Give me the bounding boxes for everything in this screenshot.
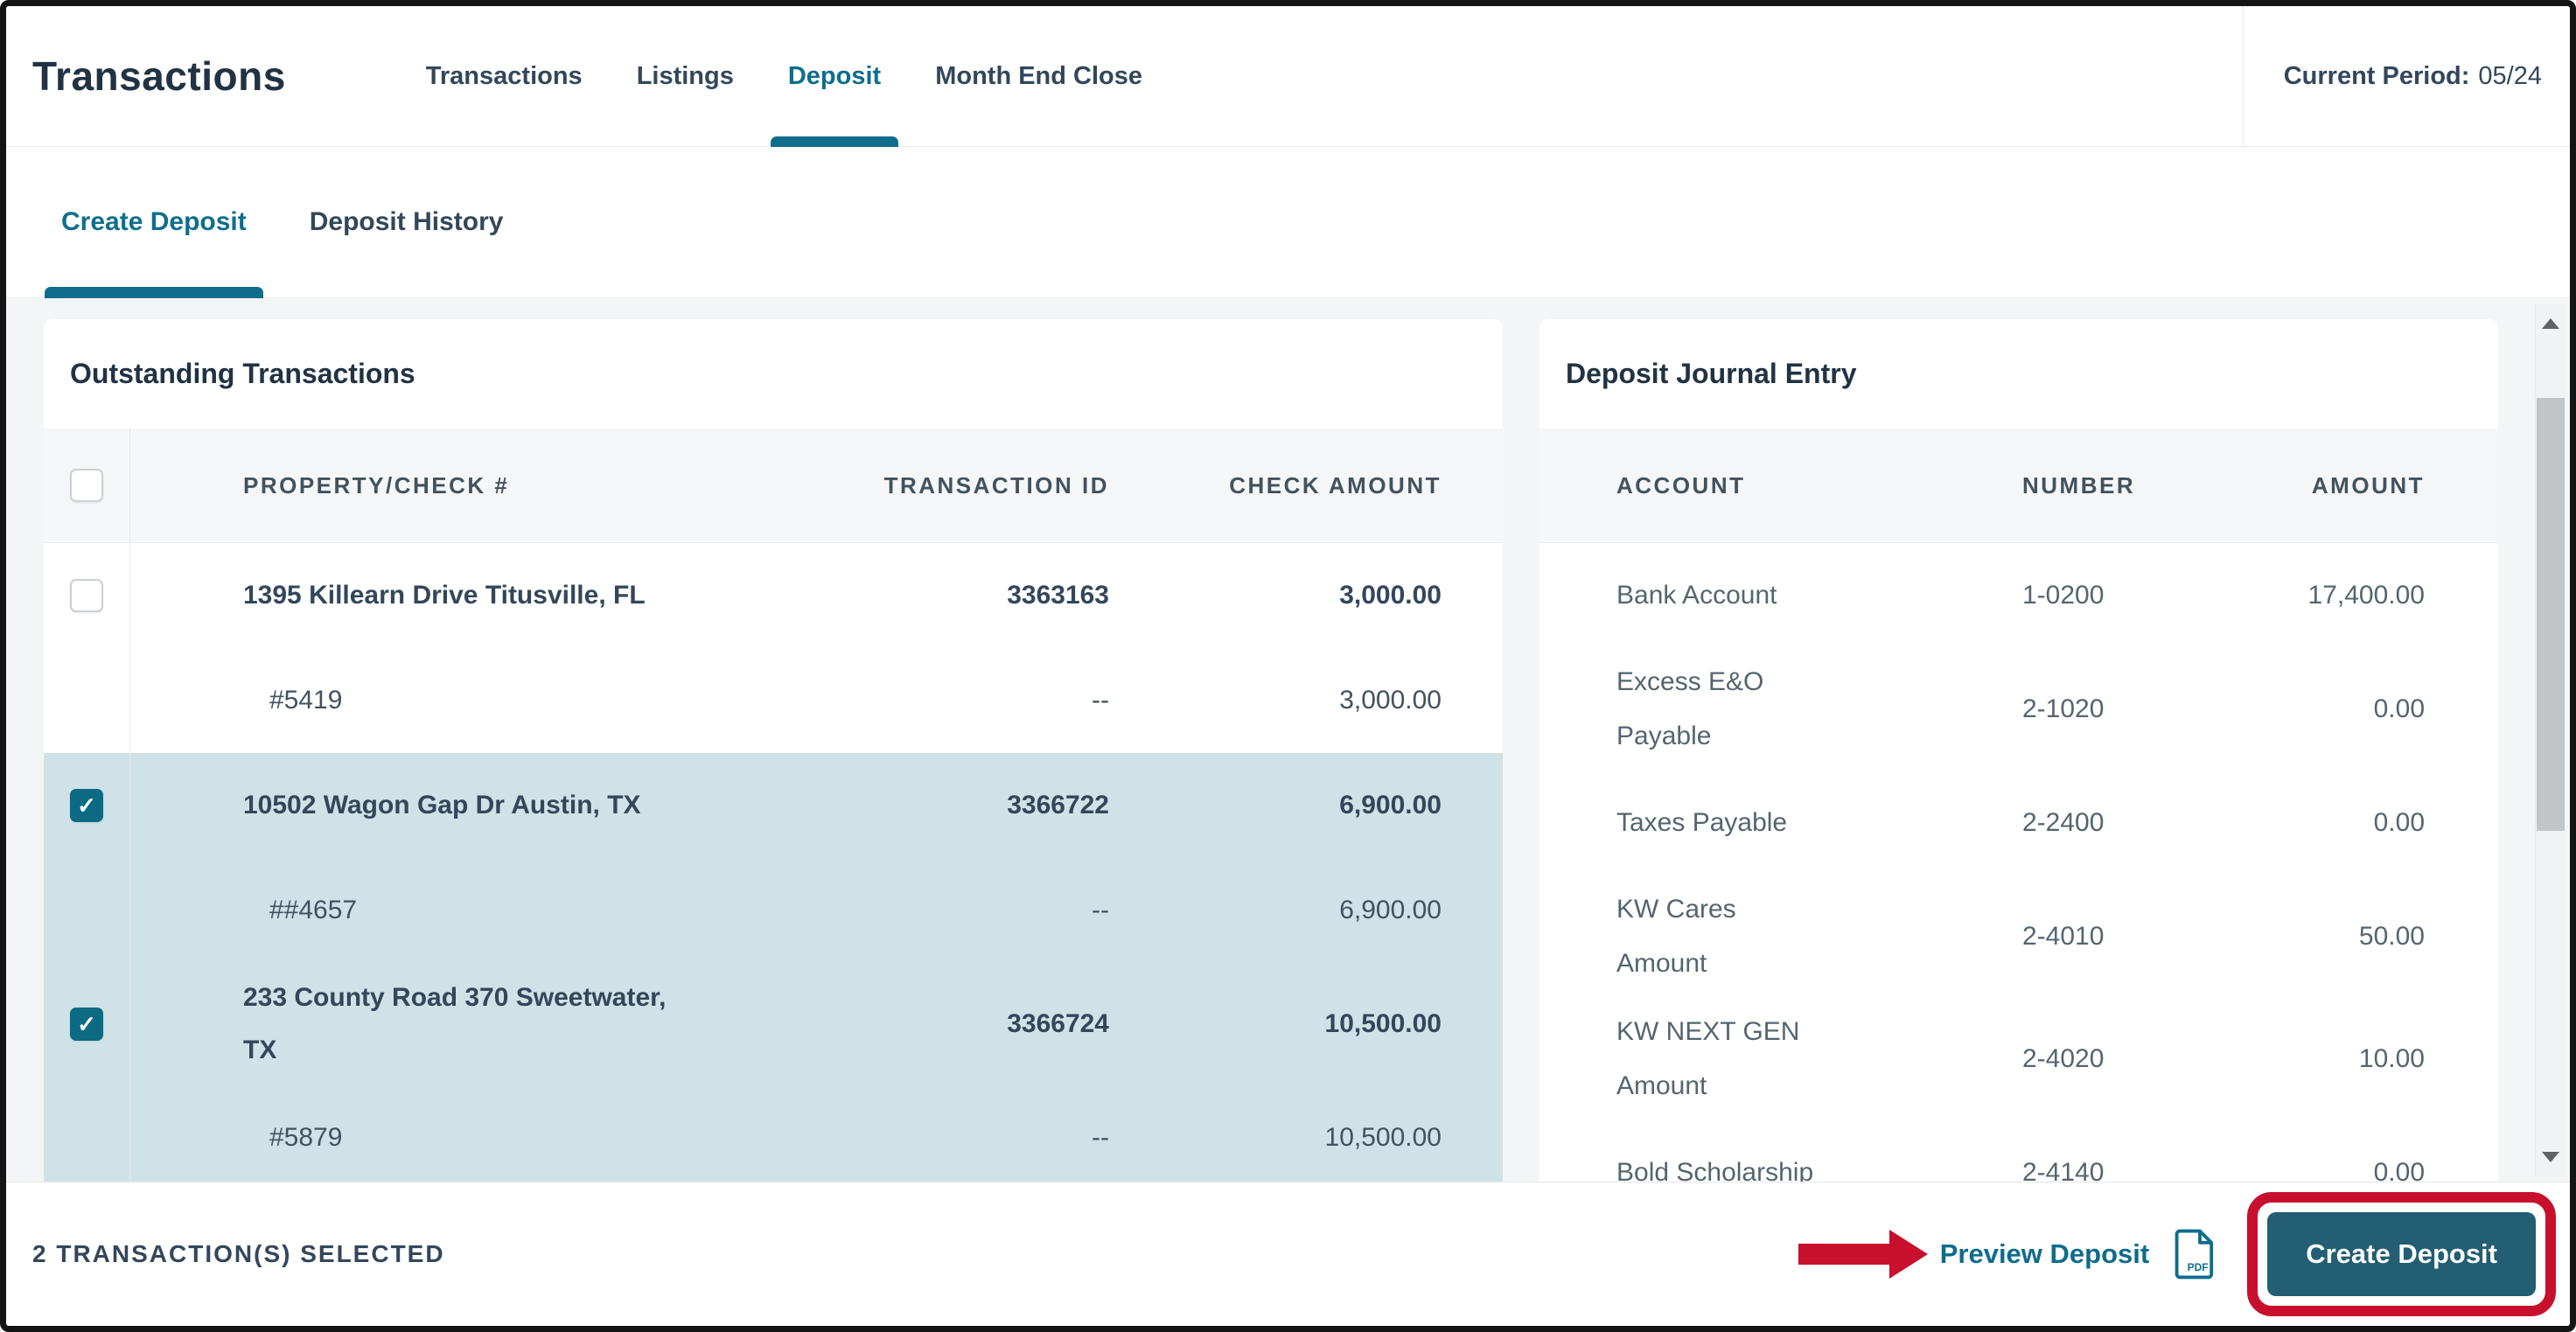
scrollbar-up-arrow-icon[interactable] — [2542, 318, 2559, 329]
amount-cell: 17,400.00 — [2307, 581, 2425, 610]
account-number-cell: 2-4010 — [2022, 922, 2105, 951]
header-bar: Transactions Transactions Listings Depos… — [6, 6, 2570, 147]
transaction-id-cell: 3366724 — [1007, 1009, 1109, 1038]
tab-deposit-history[interactable]: Deposit History — [309, 207, 504, 236]
transaction-id-cell: -- — [1092, 686, 1109, 715]
select-all-checkbox[interactable] — [70, 469, 103, 502]
transaction-id-cell: -- — [1092, 896, 1109, 924]
current-period-label: Current Period: — [2283, 61, 2470, 90]
column-check-amount: CHECK AMOUNT — [1229, 471, 1442, 499]
check-number-cell: #5419 — [269, 686, 343, 715]
current-period: Current Period: 05/24 — [2284, 62, 2542, 91]
nav-tab-deposit[interactable]: Deposit — [770, 6, 899, 147]
check-amount-cell: 3,000.00 — [1339, 686, 1442, 715]
deposit-journal-panel: Deposit Journal Entry ACCOUNT NUMBER AMO… — [1539, 319, 2498, 1182]
annotation-highlight-rect: Create Deposit — [2247, 1192, 2556, 1316]
check-amount-cell: 10,500.00 — [1324, 1009, 1442, 1038]
check-amount-cell: 6,900.00 — [1339, 791, 1442, 819]
account-number-cell: 2-1020 — [2022, 694, 2105, 723]
main-nav: Transactions Listings Deposit Month End … — [425, 6, 1143, 147]
scrollbar-thumb[interactable] — [2537, 398, 2565, 831]
scrollbar-down-arrow-icon[interactable] — [2542, 1152, 2559, 1162]
transaction-id-cell: -- — [1092, 1123, 1109, 1152]
table-row[interactable]: 233 County Road 370 Sweetwater, TX 33667… — [44, 963, 1503, 1085]
footer-bar: 2 TRANSACTION(S) SELECTED Preview Deposi… — [6, 1182, 2570, 1326]
outstanding-transactions-panel: Outstanding Transactions PROPERTY/CHECK … — [44, 319, 1503, 1182]
row-checkbox[interactable] — [70, 579, 103, 612]
amount-cell: 0.00 — [2373, 1158, 2425, 1182]
table-subrow: ##4657 -- 6,900.00 — [44, 858, 1503, 963]
svg-text:PDF: PDF — [2188, 1261, 2209, 1273]
current-period-container: Current Period: 05/24 — [2242, 6, 2570, 146]
current-period-value: 05/24 — [2478, 61, 2542, 90]
selected-count-label: 2 TRANSACTION(S) SELECTED — [32, 1240, 445, 1267]
property-cell: 1395 Killearn Drive Titusville, FL — [243, 581, 646, 610]
journal-row: Taxes Payable 2-2400 0.00 — [1539, 771, 2498, 875]
property-cell: 233 County Road 370 Sweetwater, TX — [243, 983, 667, 1064]
table-subrow: #5419 -- 3,000.00 — [44, 648, 1503, 753]
account-number-cell: 2-4140 — [2022, 1158, 2105, 1182]
amount-cell: 50.00 — [2358, 922, 2425, 951]
check-number-cell: #5879 — [269, 1123, 343, 1152]
check-number-cell: ##4657 — [269, 896, 358, 924]
journal-row: KW NEXT GEN Amount 2-4020 10.00 — [1539, 998, 2498, 1120]
table-subrow: #5879 -- 10,500.00 — [44, 1085, 1503, 1182]
nav-tab-transactions[interactable]: Transactions — [425, 61, 583, 90]
amount-cell: 10.00 — [2358, 1044, 2425, 1073]
column-property-check: PROPERTY/CHECK # — [243, 471, 510, 499]
transaction-id-cell: 3366722 — [1007, 791, 1109, 819]
account-cell: KW Cares Amount — [1616, 895, 1736, 978]
pdf-icon[interactable]: PDF — [2174, 1229, 2216, 1280]
account-number-cell: 1-0200 — [2022, 581, 2105, 610]
create-deposit-button[interactable]: Create Deposit — [2267, 1212, 2536, 1296]
annotation-arrow-icon — [1798, 1230, 1928, 1279]
journal-table-header: ACCOUNT NUMBER AMOUNT — [1539, 429, 2498, 543]
account-cell: Excess E&O Payable — [1616, 667, 1764, 750]
tab-create-deposit[interactable]: Create Deposit — [45, 147, 263, 298]
account-number-cell: 2-2400 — [2022, 808, 2105, 837]
amount-cell: 0.00 — [2373, 694, 2425, 723]
vertical-scrollbar[interactable] — [2535, 304, 2566, 1176]
account-cell: Bank Account — [1616, 581, 1777, 610]
column-number: NUMBER — [2022, 471, 2136, 499]
nav-tab-month-end-close[interactable]: Month End Close — [935, 61, 1143, 90]
column-account: ACCOUNT — [1616, 471, 1746, 499]
footer-actions: Preview Deposit PDF Create Deposit — [1798, 1192, 2556, 1316]
deposit-subtabs: Create Deposit Deposit History — [6, 147, 2570, 298]
amount-cell: 0.00 — [2373, 808, 2425, 837]
check-amount-cell: 6,900.00 — [1339, 896, 1442, 924]
account-cell: KW NEXT GEN Amount — [1616, 1017, 1800, 1100]
account-cell: Bold Scholarship — [1616, 1158, 1814, 1182]
account-cell: Taxes Payable — [1616, 808, 1788, 837]
page-title: Transactions — [32, 53, 286, 99]
check-amount-cell: 3,000.00 — [1339, 581, 1442, 610]
nav-tab-listings[interactable]: Listings — [636, 61, 734, 90]
deposit-journal-title: Deposit Journal Entry — [1566, 358, 1857, 389]
table-row[interactable]: 10502 Wagon Gap Dr Austin, TX 3366722 6,… — [44, 753, 1503, 858]
row-checkbox-checked[interactable] — [70, 1008, 103, 1041]
journal-row: Excess E&O Payable 2-1020 0.00 — [1539, 648, 2498, 771]
row-checkbox-checked[interactable] — [70, 789, 103, 822]
transaction-id-cell: 3363163 — [1007, 581, 1109, 610]
main-content: Outstanding Transactions PROPERTY/CHECK … — [6, 298, 2570, 1182]
account-number-cell: 2-4020 — [2022, 1044, 2105, 1073]
outstanding-table-header: PROPERTY/CHECK # TRANSACTION ID CHECK AM… — [44, 429, 1503, 543]
property-cell: 10502 Wagon Gap Dr Austin, TX — [243, 791, 641, 819]
column-amount: AMOUNT — [2311, 471, 2425, 499]
journal-row: KW Cares Amount 2-4010 50.00 — [1539, 875, 2498, 998]
journal-row: Bold Scholarship 2-4140 0.00 — [1539, 1120, 2498, 1182]
check-amount-cell: 10,500.00 — [1324, 1123, 1442, 1152]
column-transaction-id: TRANSACTION ID — [883, 471, 1109, 499]
table-row[interactable]: 1395 Killearn Drive Titusville, FL 33631… — [44, 543, 1503, 648]
preview-deposit-link[interactable]: Preview Deposit — [1939, 1238, 2150, 1269]
journal-row: Bank Account 1-0200 17,400.00 — [1539, 543, 2498, 648]
outstanding-transactions-title: Outstanding Transactions — [70, 358, 415, 389]
